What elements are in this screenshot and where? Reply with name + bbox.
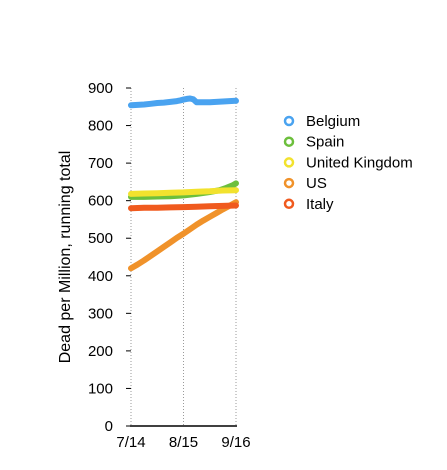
y-tick-label: 0 [105, 418, 113, 435]
series-line-italy [128, 202, 239, 212]
y-tick-label: 700 [88, 155, 113, 172]
plot-area [128, 95, 239, 272]
y-tick-label: 100 [88, 380, 113, 397]
y-tick-label: 500 [88, 230, 113, 247]
x-tick-label: 9/16 [221, 434, 250, 451]
series-line-united-kingdom [128, 187, 239, 197]
legend-marker [283, 115, 295, 127]
grid-lines [130, 88, 237, 426]
series-line-belgium [128, 95, 239, 109]
legend-label: Spain [306, 134, 344, 151]
x-tick-label: 8/15 [169, 434, 198, 451]
legend-marker [283, 198, 295, 210]
legend: Belgium Spain United Kingdom US Italy [283, 113, 413, 213]
x-tick-label: 7/14 [116, 434, 145, 451]
series-line-us [128, 199, 239, 272]
legend-label: US [306, 175, 327, 192]
y-tick-label: 600 [88, 193, 113, 210]
y-tick-label: 400 [88, 268, 113, 285]
legend-marker [283, 157, 295, 168]
x-tick-labels: 7/14 8/15 9/16 [116, 434, 250, 451]
legend-label: United Kingdom [306, 154, 413, 171]
y-tick-label: 200 [88, 343, 113, 360]
legend-label: Italy [306, 196, 334, 213]
y-tick-label: 900 [88, 80, 113, 97]
axes [126, 87, 237, 427]
legend-label: Belgium [306, 113, 360, 130]
y-tick-label: 300 [88, 305, 113, 322]
legend-marker [283, 177, 295, 189]
legend-marker [283, 136, 295, 147]
y-axis-title: Dead per Million, running total [57, 151, 74, 364]
y-tick-label: 800 [88, 118, 113, 135]
y-tick-labels: 0 100 200 300 400 500 600 700 800 900 [88, 80, 113, 435]
